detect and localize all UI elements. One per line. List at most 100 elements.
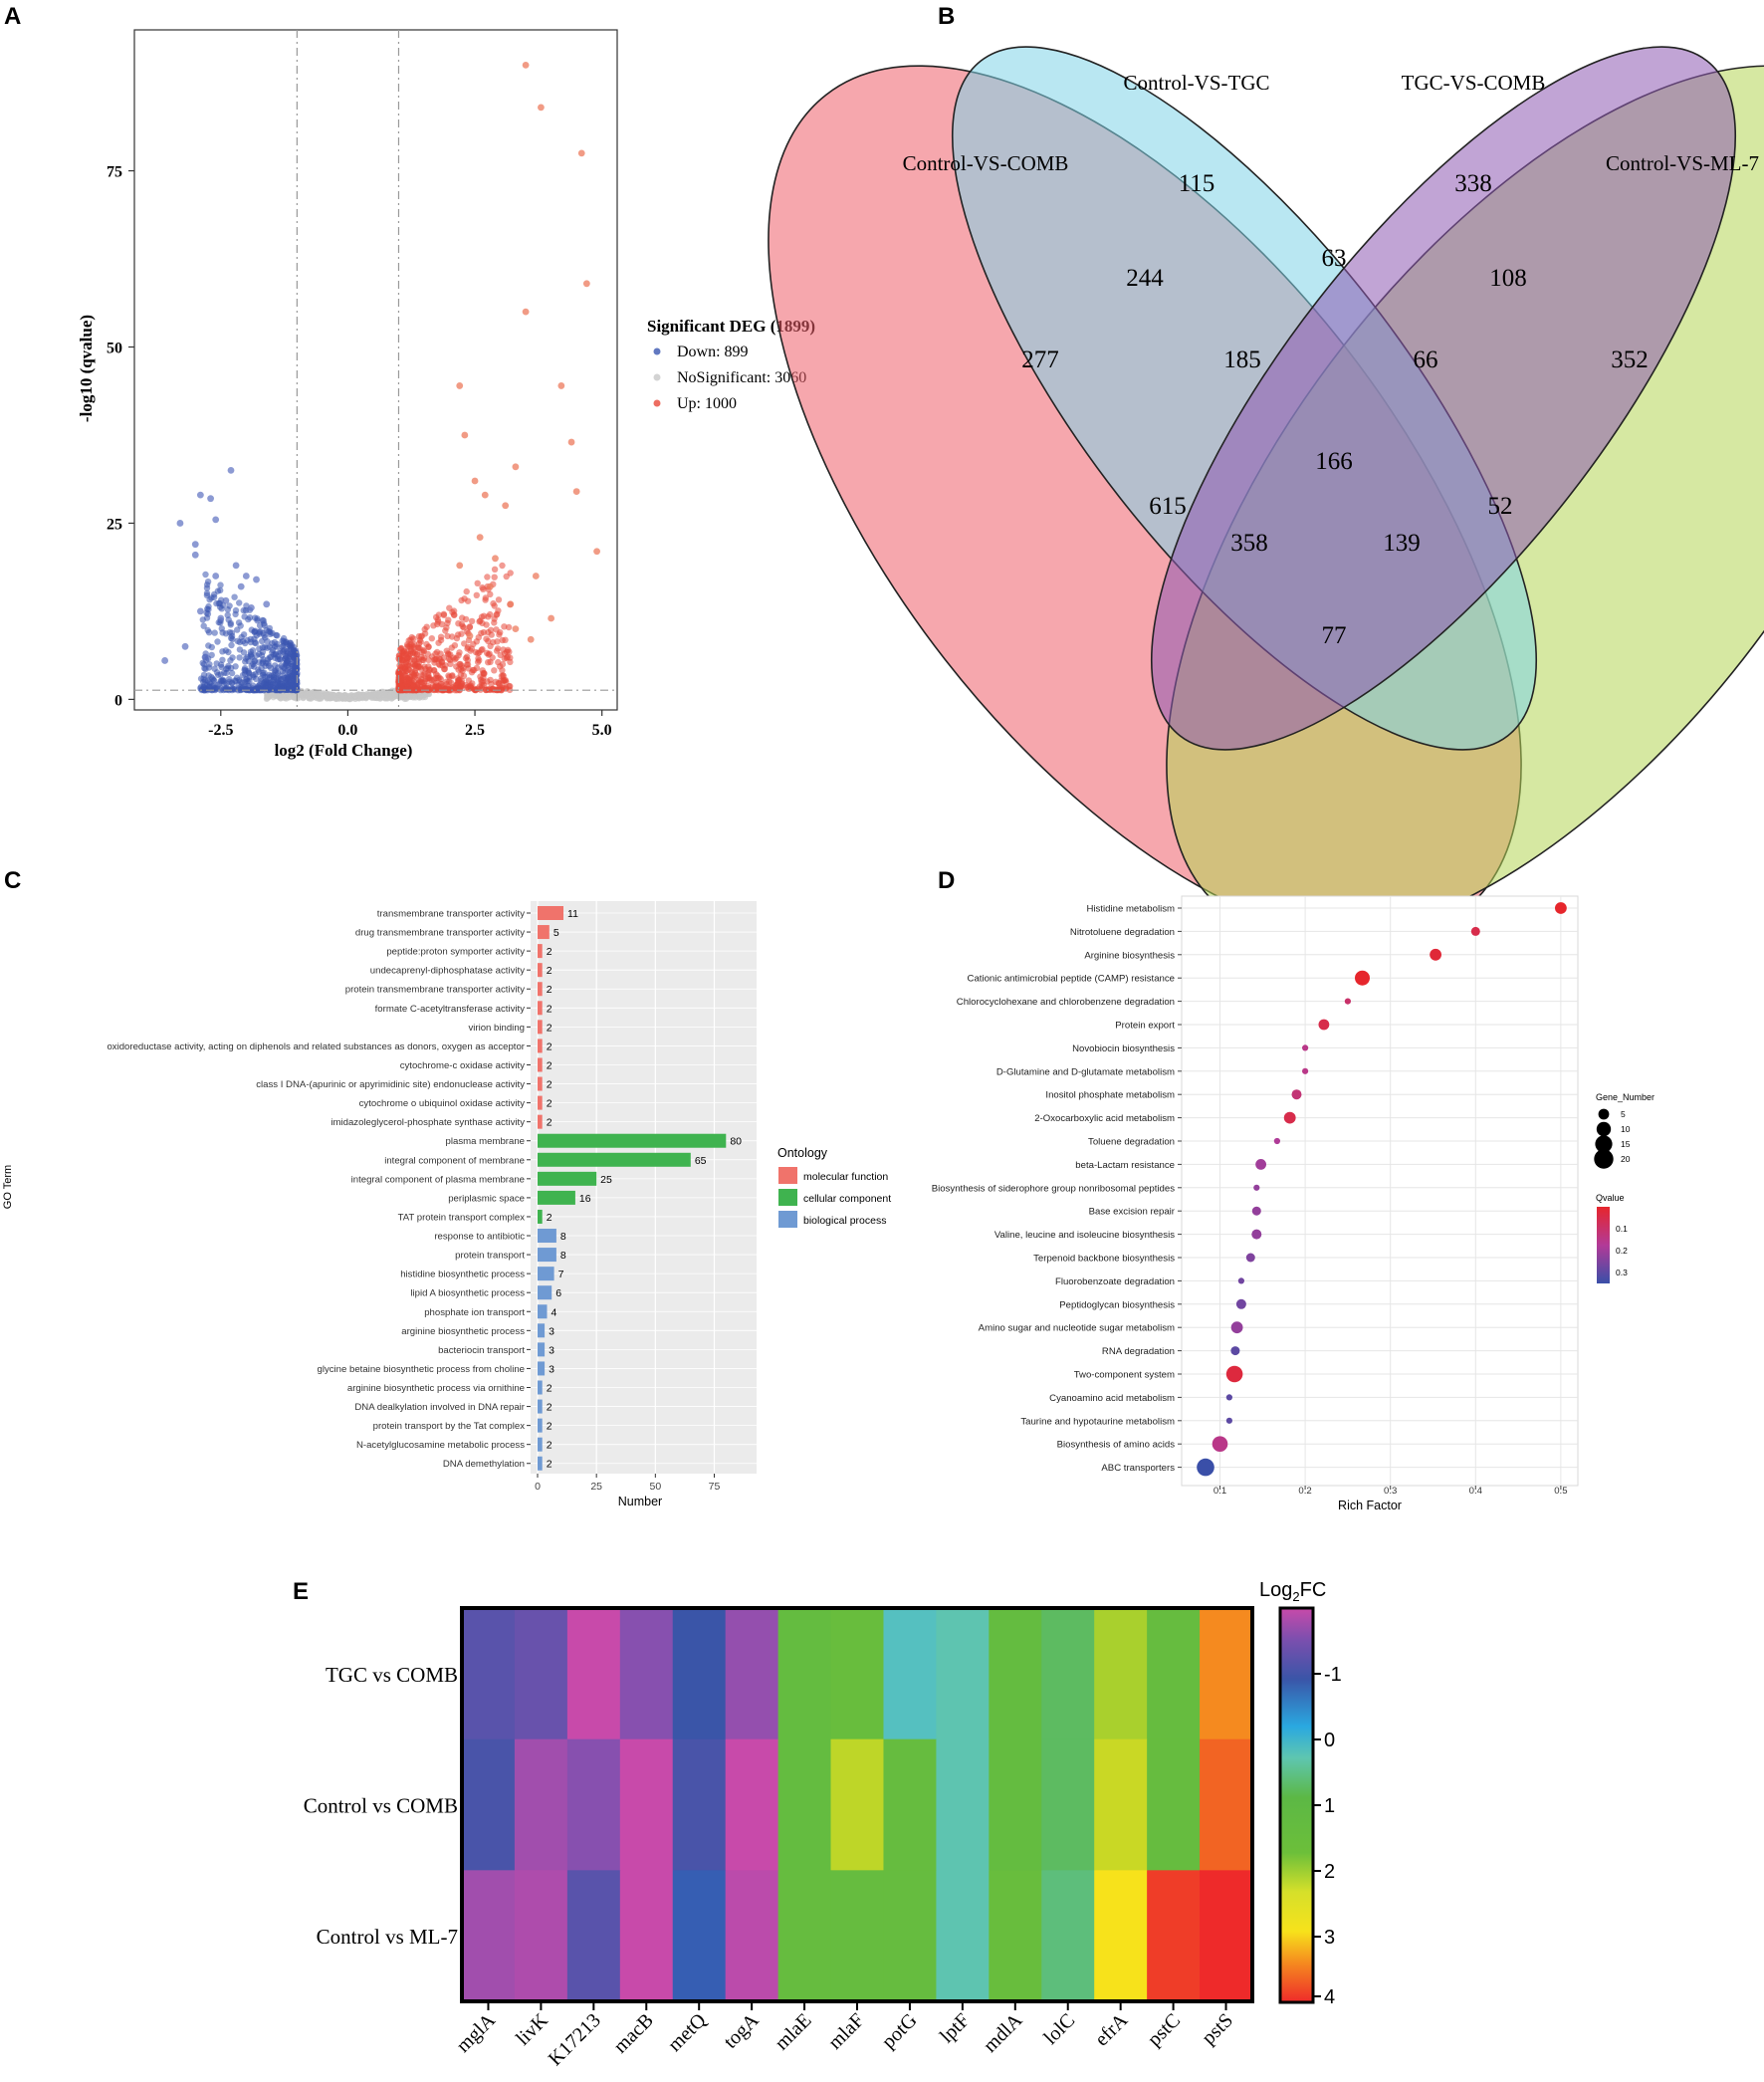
- up-point: [493, 611, 500, 618]
- up-point: [425, 656, 432, 663]
- up-point: [458, 677, 465, 684]
- up-point: [456, 649, 463, 656]
- kegg-term-label: Protein export: [1115, 1021, 1175, 1032]
- down-point: [222, 596, 230, 604]
- kegg-term-label: Fluorobenzoate degradation: [1055, 1276, 1175, 1287]
- up-point: [548, 614, 555, 622]
- venn-set-ellipse-tgc-vs-comb: [1150, 46, 1737, 751]
- kegg-term-label: Terpenoid backbone biosynthesis: [1033, 1254, 1175, 1265]
- down-point: [267, 630, 274, 637]
- up-point: [414, 644, 421, 652]
- kegg-term-label: Cyanoamino acid metabolism: [1049, 1393, 1175, 1404]
- down-point: [215, 671, 222, 679]
- go-term-label: N-acetylglucosamine metabolic process: [356, 1440, 525, 1451]
- heatmap-cell-mlaf: [830, 1738, 885, 1871]
- kegg-term-label: Peptidoglycan biosynthesis: [1059, 1299, 1175, 1310]
- kegg-point-arginine-biosynthesis: [1430, 948, 1441, 961]
- up-point: [444, 632, 451, 640]
- down-point: [244, 653, 251, 661]
- go-bar-oxidoreductase-activity-acting-on-diphenols-and-related-substances-as-donors-oxygen-as-acceptor: [538, 1039, 543, 1053]
- kegg-point-taurine-and-hypotaurine-metabolism: [1225, 1417, 1232, 1424]
- down-point: [196, 607, 204, 615]
- go-bar-formate-c-acetyltransferase-activity: [538, 1001, 543, 1016]
- up-point: [466, 632, 474, 640]
- down-point: [258, 664, 265, 671]
- heatmap-colorbar-label: 0: [1324, 1730, 1335, 1751]
- go-bar-value: 2: [547, 1440, 552, 1452]
- heatmap-cell-livk: [514, 1870, 568, 2002]
- up-point: [447, 660, 454, 667]
- down-point: [258, 652, 266, 659]
- down-point: [251, 658, 258, 665]
- go-bar-protein-transport-by-the-tat-complex: [538, 1418, 543, 1433]
- up-point: [397, 686, 404, 694]
- down-point: [232, 606, 240, 614]
- up-point: [593, 548, 600, 556]
- down-point: [237, 678, 244, 685]
- down-point: [229, 654, 236, 661]
- kegg-point-valine-leucine-and-isoleucine-biosynthesis: [1251, 1229, 1262, 1240]
- volcano-legend-label: Up: 1000: [677, 395, 737, 412]
- down-point: [219, 656, 226, 663]
- up-point: [481, 491, 489, 499]
- up-point: [434, 675, 442, 682]
- heatmap-cell-metq: [672, 1738, 727, 1871]
- go-bar-glycine-betaine-biosynthetic-process-from-choline: [538, 1361, 546, 1376]
- heatmap-cell-psts: [1200, 1870, 1253, 2002]
- volcano-x-tick-label: -2.5: [208, 722, 233, 739]
- down-point: [207, 495, 214, 503]
- down-point: [250, 673, 257, 680]
- go-bar-value: 11: [567, 908, 578, 920]
- down-point: [225, 675, 233, 683]
- kegg-size-legend-label: 15: [1621, 1139, 1631, 1149]
- up-point: [483, 621, 490, 628]
- kegg-term-label: Two-component system: [1074, 1370, 1175, 1381]
- kegg-x-label: Rich Factor: [1338, 1499, 1402, 1512]
- down-point: [245, 615, 252, 623]
- heatmap-cell-mgla: [462, 1738, 516, 1871]
- up-point: [462, 615, 470, 623]
- up-point: [502, 502, 510, 510]
- kegg-term-label: Cationic antimicrobial peptide (CAMP) re…: [968, 974, 1175, 985]
- kegg-color-legend-title: Qvalue: [1596, 1193, 1625, 1203]
- up-point: [463, 587, 470, 595]
- down-point: [216, 599, 224, 607]
- up-point: [482, 594, 489, 601]
- down-point: [292, 673, 300, 680]
- down-point: [248, 603, 255, 611]
- heatmap-colorbar-title-tail: FC: [1300, 1579, 1327, 1601]
- down-point: [283, 662, 290, 669]
- up-point: [404, 641, 411, 648]
- up-point: [422, 686, 429, 693]
- down-point: [213, 660, 220, 667]
- down-point: [161, 657, 169, 664]
- heatmap-col-label: K17213: [545, 2009, 605, 2070]
- heatmap-col-label: livK: [512, 2009, 552, 2050]
- down-point: [237, 582, 245, 590]
- up-point: [487, 642, 494, 650]
- up-point: [491, 566, 499, 573]
- down-point: [205, 672, 212, 679]
- heatmap-cell-lolc: [1041, 1608, 1095, 1740]
- kegg-point-two-component-system: [1225, 1365, 1243, 1383]
- venn-count-ac: 615: [1149, 493, 1187, 520]
- down-point: [191, 551, 199, 559]
- down-point: [237, 686, 245, 693]
- down-point: [256, 622, 264, 629]
- heatmap-cell-pstc: [1147, 1738, 1201, 1871]
- go-bar-value: 8: [560, 1231, 566, 1243]
- down-point: [191, 541, 199, 549]
- heatmap-col-label: metQ: [664, 2009, 711, 2056]
- up-point: [512, 463, 520, 471]
- go-bar-plasma-membrane: [538, 1133, 727, 1148]
- up-point: [479, 667, 486, 674]
- go-bar-response-to-antibiotic: [538, 1229, 556, 1244]
- kegg-point-biosynthesis-of-siderophore-group-nonribosomal-peptides: [1253, 1184, 1260, 1191]
- up-point: [491, 602, 498, 609]
- down-point: [263, 600, 271, 608]
- go-bar-arginine-biosynthetic-process-via-ornithine: [538, 1380, 543, 1395]
- up-point: [501, 623, 508, 630]
- up-point: [487, 658, 494, 666]
- kegg-term-label: Novobiocin biosynthesis: [1072, 1043, 1175, 1054]
- down-point: [218, 605, 225, 612]
